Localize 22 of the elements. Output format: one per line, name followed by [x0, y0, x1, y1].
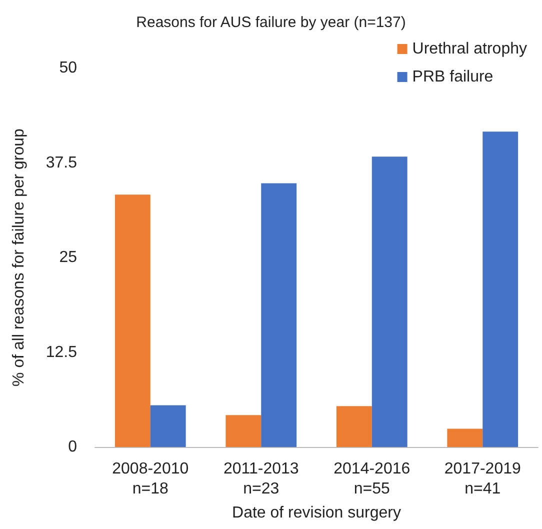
legend-label: Urethral atrophy [412, 40, 527, 58]
x-tick-label: 2017-2019 n=41 [444, 460, 521, 498]
bar [372, 156, 408, 447]
x-tick-label: 2008-2010 n=18 [112, 460, 189, 498]
y-tick-label: 37.5 [46, 154, 78, 172]
legend-label: PRB failure [412, 68, 494, 86]
y-tick-label: 25 [59, 249, 78, 266]
y-tick-label: 12.5 [46, 344, 78, 361]
bar [114, 194, 150, 447]
x-tick-label: 2011-2013 n=23 [223, 460, 299, 498]
bar [447, 428, 483, 447]
bar [226, 415, 262, 447]
y-tick-label: 50 [59, 60, 78, 76]
y-axis-title: % of all reasons for failure per group [10, 128, 28, 386]
x-tick-label: 2014-2016 n=55 [334, 460, 410, 498]
x-axis-title: Date of revision surgery [232, 504, 401, 522]
bar [482, 132, 518, 447]
y-tick-label: 0 [68, 438, 78, 456]
chart-title: Reasons for AUS failure by year (n=137) [136, 14, 406, 31]
bar [150, 405, 186, 447]
bar [261, 183, 297, 447]
bar [336, 406, 372, 447]
